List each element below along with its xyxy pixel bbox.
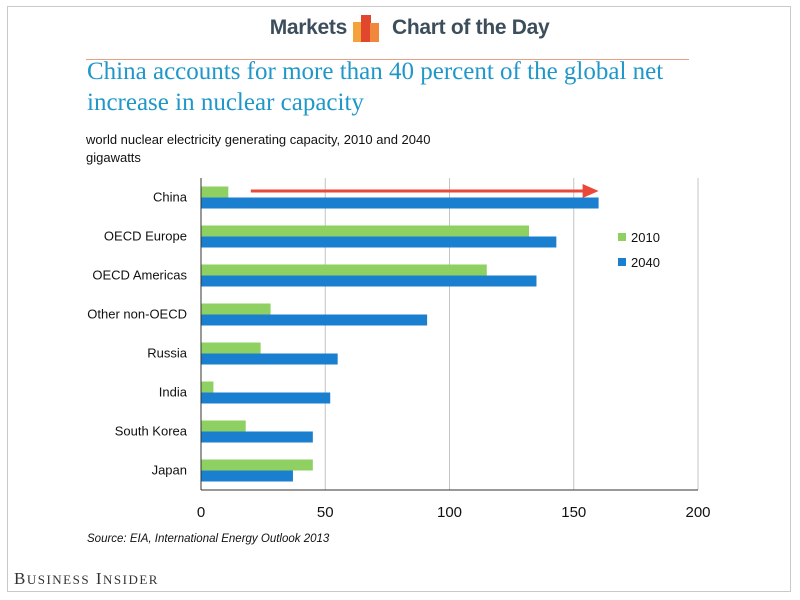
bar-2010-other-non-oecd: [201, 303, 271, 315]
bar-2010-china: [201, 186, 229, 198]
header-markets-label: Markets: [269, 16, 348, 39]
bar-2010-russia: [201, 342, 261, 354]
source-note: Source: EIA, International Energy Outloo…: [87, 533, 330, 545]
business-insider-wordmark: BUSINESS INSIDER: [14, 569, 159, 588]
bar-2040-oecd-europe: [201, 236, 557, 248]
chart-frame: [7, 6, 791, 592]
bar-2040-india: [201, 392, 331, 404]
annotation-arrow-head: [582, 184, 599, 198]
header: Markets Chart of the Day: [0, 12, 800, 60]
bar-2010-oecd-americas: [201, 264, 487, 276]
x-tick-label: 50: [317, 504, 334, 521]
chart-title: China accounts for more than 40 percent …: [87, 58, 664, 116]
bar-2040-japan: [201, 470, 293, 482]
bar-2040-russia: [201, 353, 338, 365]
x-tick-label: 100: [437, 504, 462, 521]
legend-label-2010: 2010: [631, 230, 660, 245]
x-tick-label: 200: [685, 504, 710, 521]
subtitle-units: gigawatts: [86, 150, 141, 165]
x-tick-label: 0: [197, 504, 205, 521]
category-label: Japan: [152, 463, 187, 478]
legend-swatch-2040: [618, 258, 626, 266]
legend-label-2040: 2040: [631, 255, 660, 270]
bar-2010-japan: [201, 459, 313, 471]
legend-swatch-2010: [618, 233, 626, 241]
bar-chart-logo-icon: [353, 15, 379, 42]
category-label: Other non-OECD: [87, 307, 187, 322]
bar-2010-south-korea: [201, 420, 246, 432]
bar-2040-oecd-americas: [201, 275, 537, 287]
category-label: OECD Americas: [92, 268, 187, 283]
bar-2040-china: [201, 197, 599, 209]
category-label: OECD Europe: [104, 229, 187, 244]
bar-2040-other-non-oecd: [201, 314, 428, 326]
category-label: China: [153, 190, 188, 205]
subtitle-description: world nuclear electricity generating cap…: [86, 132, 431, 147]
chart-subtitle: world nuclear electricity generating cap…: [86, 131, 430, 167]
category-label: Russia: [147, 346, 188, 361]
bar-2010-oecd-europe: [201, 225, 530, 237]
business-insider-logo: BUSINESS INSIDER: [14, 569, 159, 589]
category-label: South Korea: [115, 424, 188, 439]
category-label: India: [159, 385, 188, 400]
x-tick-label: 150: [561, 504, 586, 521]
bar-2010-india: [201, 381, 214, 393]
bar-2040-south-korea: [201, 431, 313, 443]
header-chart-of-the-day-label: Chart of the Day: [392, 16, 550, 39]
header-divider: [86, 59, 689, 60]
